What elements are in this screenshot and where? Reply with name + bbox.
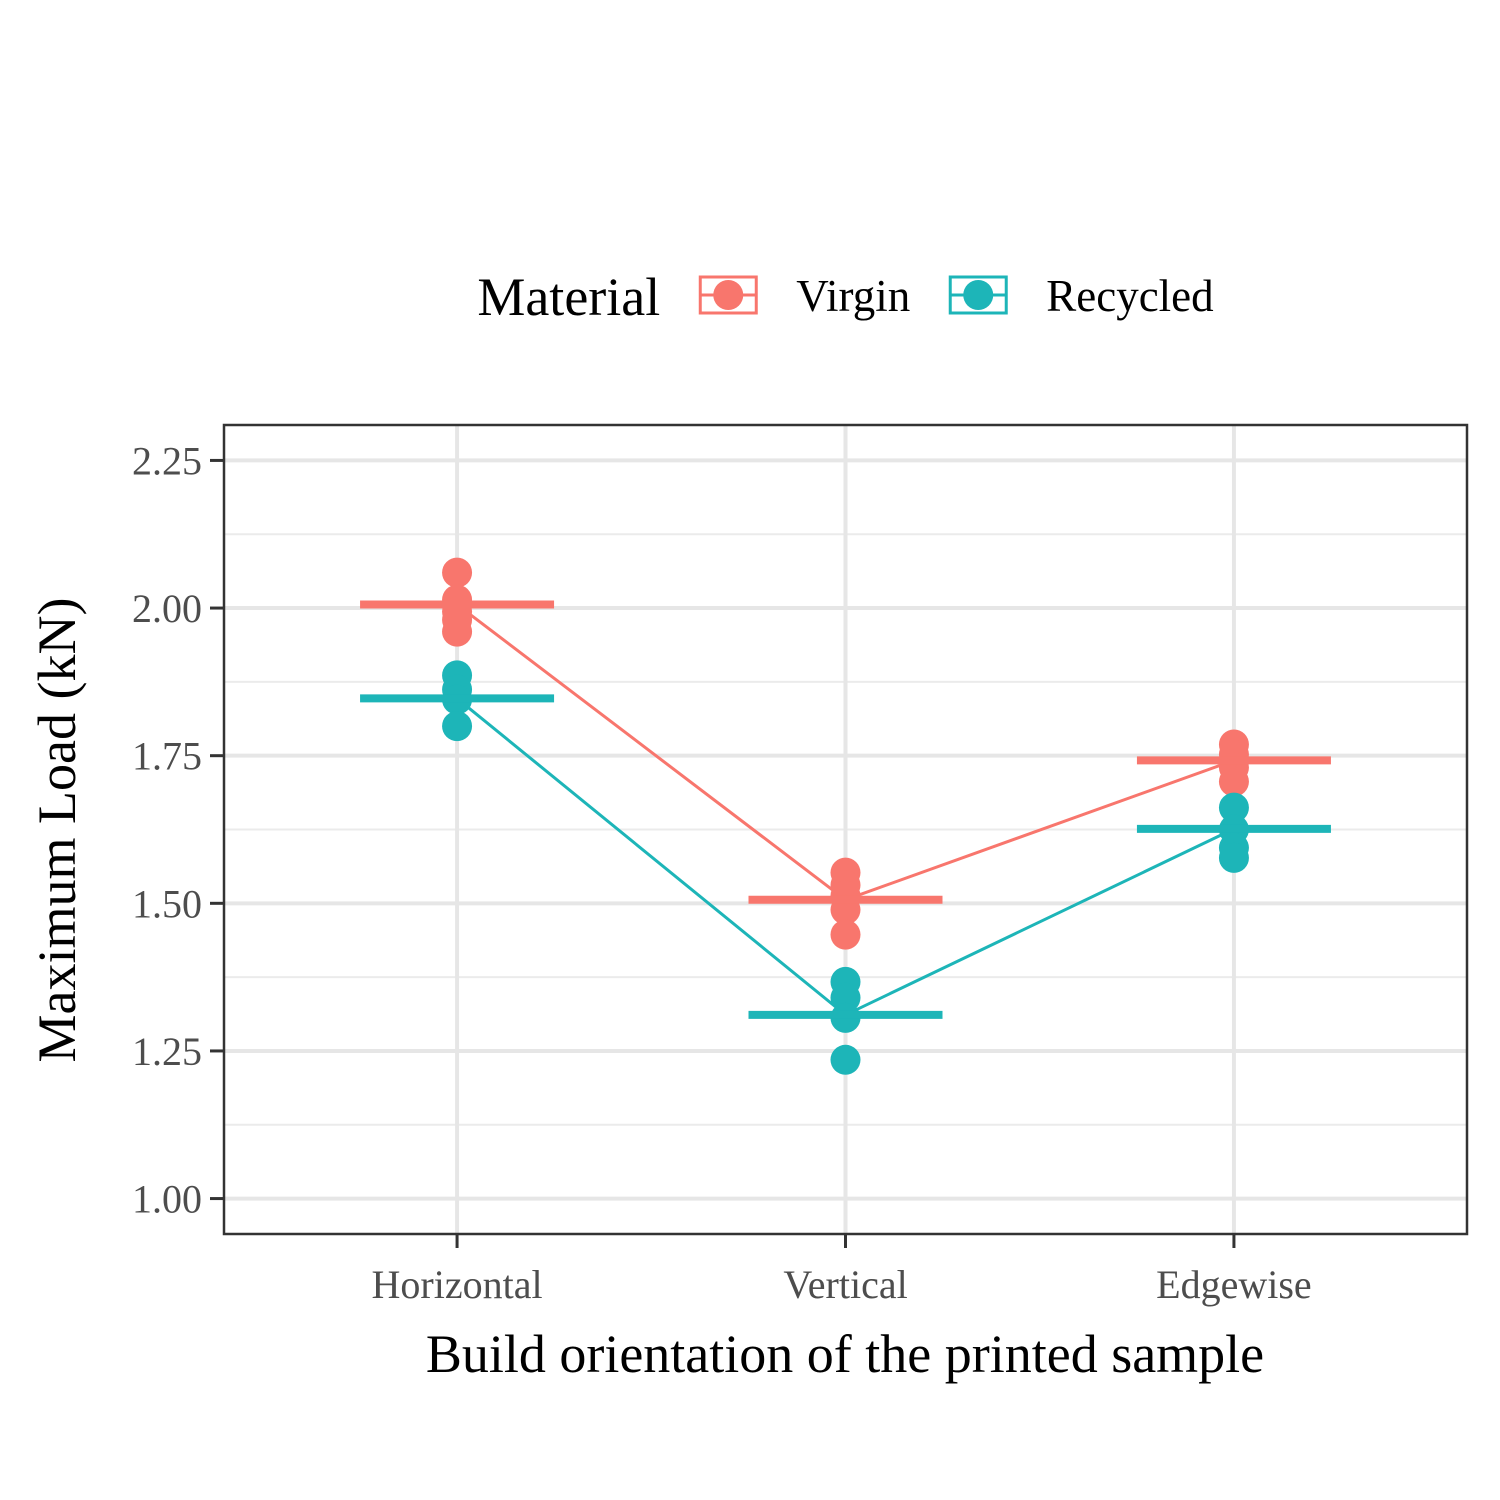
y-axis-title: Maximum Load (kN) xyxy=(27,598,87,1063)
x-tick-label: Vertical xyxy=(783,1262,907,1307)
y-tick-label: 1.75 xyxy=(132,734,202,779)
sample-point xyxy=(1218,842,1249,873)
x-tick-label: Horizontal xyxy=(372,1262,543,1307)
legend: Material Virgin Recycled xyxy=(477,267,1213,327)
x-tick-label: Edgewise xyxy=(1156,1262,1312,1307)
legend-item: Virgin xyxy=(698,271,910,321)
legend-item: Recycled xyxy=(948,271,1214,321)
y-tick-label: 2.00 xyxy=(132,586,202,631)
sample-point xyxy=(442,616,473,647)
sample-point xyxy=(830,1044,861,1075)
sample-point xyxy=(830,919,861,950)
legend-key-dot xyxy=(963,280,994,310)
sample-point xyxy=(442,557,473,588)
y-tick-label: 1.50 xyxy=(132,881,202,926)
y-tick-label: 1.00 xyxy=(132,1177,202,1222)
legend-title: Material xyxy=(477,267,660,327)
sample-point xyxy=(1218,792,1249,823)
sample-point xyxy=(1218,766,1249,797)
legend-label: Recycled xyxy=(1046,271,1213,321)
marks xyxy=(360,557,1331,1075)
sample-point xyxy=(442,711,473,742)
y-tick-label: 2.25 xyxy=(132,438,202,483)
x-axis-title: Build orientation of the printed sample xyxy=(426,1324,1264,1384)
y-tick-label: 1.25 xyxy=(132,1029,202,1074)
legend-key-dot xyxy=(713,280,744,310)
legend-label: Virgin xyxy=(796,271,910,321)
